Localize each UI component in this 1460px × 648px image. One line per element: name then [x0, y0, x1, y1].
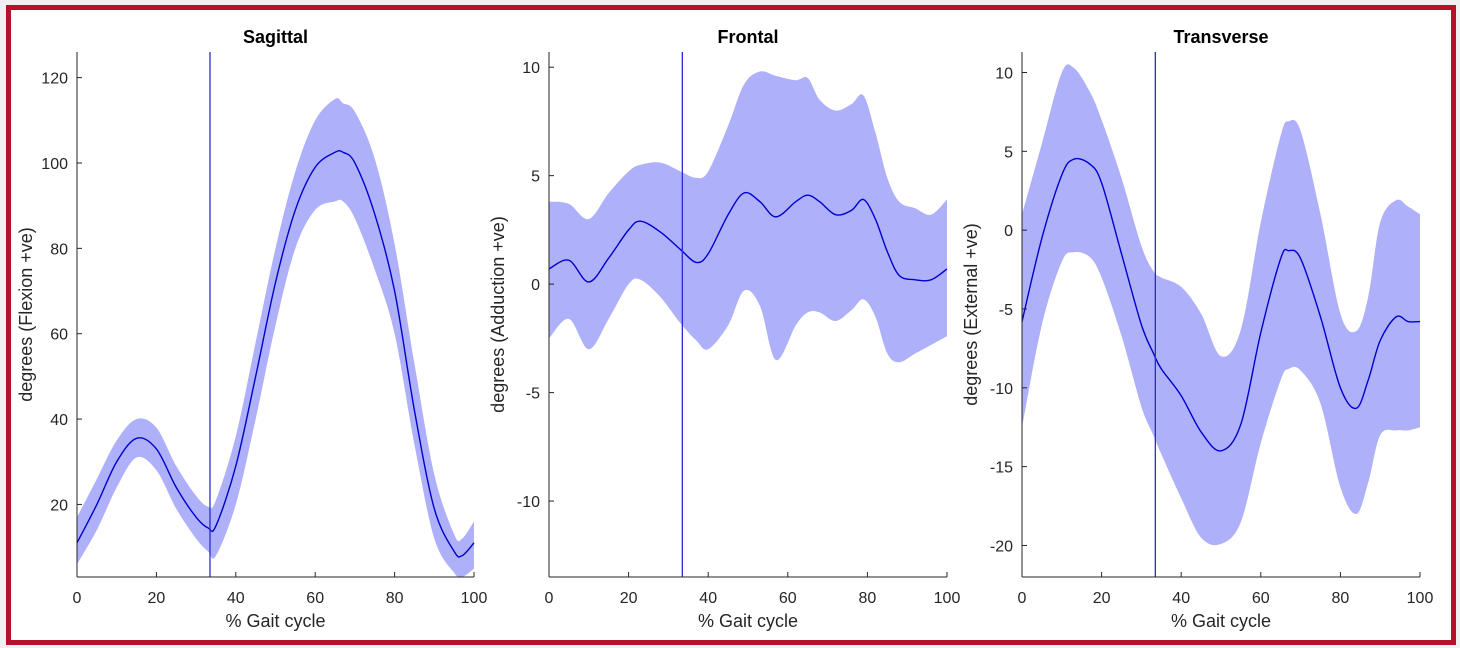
sagittal-sd-band [77, 98, 474, 578]
transverse-x-tick-label: 100 [1407, 590, 1434, 607]
transverse-y-tick-label: 10 [995, 65, 1013, 82]
sagittal-panel: 0 20 40 60 80 100 20 40 60 80 100 120 Sagittal % Gait… [16, 27, 487, 631]
transverse-x-tick-label: 80 [1332, 590, 1350, 607]
sagittal-y-axis-label: degrees (Flexion +ve) [16, 227, 36, 402]
frontal-x-tick-label: 40 [699, 590, 717, 607]
frontal-x-tick-label: 80 [859, 590, 877, 607]
sagittal-y-tick-label: 40 [50, 412, 68, 429]
transverse-sd-band [1022, 64, 1420, 546]
frontal-mean-line [548, 191, 948, 283]
frontal-panel: 0 20 40 60 80 100 -10 -5 0 5 10 Frontal % Gait cycle… [488, 27, 960, 631]
transverse-x-tick-label: 40 [1172, 590, 1190, 607]
transverse-y-axis-label: degrees (External +ve) [961, 223, 981, 406]
sagittal-x-tick-label: 0 [73, 590, 82, 607]
frontal-y-tick-label: 10 [522, 60, 540, 77]
sagittal-x-axis-label: % Gait cycle [225, 611, 325, 631]
frontal-x-axis-label: % Gait cycle [698, 611, 798, 631]
frontal-x-tick-label: 100 [934, 590, 961, 607]
sagittal-y-tick-label: 100 [41, 156, 68, 173]
frontal-x-tick-label: 60 [779, 590, 797, 607]
sagittal-y-tick-label: 80 [50, 241, 68, 258]
transverse-y-tick-label: -5 [999, 302, 1013, 319]
transverse-panel: 0 20 40 60 80 100 -20 -15 -10 -5 0 5 10 Transverse % G… [961, 27, 1433, 631]
sagittal-y-tick-label: 120 [41, 71, 68, 88]
sagittal-x-tick-label: 40 [227, 590, 245, 607]
sagittal-mean-line [76, 150, 475, 558]
transverse-x-tick-label: 60 [1252, 590, 1270, 607]
transverse-y-tick-label: -10 [990, 381, 1013, 398]
frontal-x-tick-label: 0 [545, 590, 554, 607]
sagittal-x-tick-label: 100 [461, 590, 488, 607]
frontal-y-tick-label: -10 [517, 494, 540, 511]
sagittal-x-tick-label: 60 [306, 590, 324, 607]
frontal-x-tick-label: 20 [620, 590, 638, 607]
transverse-y-tick-label: -15 [990, 460, 1013, 477]
transverse-x-tick-label: 20 [1093, 590, 1111, 607]
transverse-x-tick-label: 0 [1018, 590, 1027, 607]
frontal-y-tick-label: 0 [531, 277, 540, 294]
transverse-y-tick-label: -20 [990, 538, 1013, 555]
sagittal-y-tick-label: 60 [50, 327, 68, 344]
transverse-y-tick-label: 0 [1004, 223, 1013, 240]
sagittal-title: Sagittal [243, 27, 308, 47]
frontal-sd-band [549, 71, 947, 363]
frontal-title: Frontal [718, 27, 779, 47]
sagittal-x-tick-label: 20 [148, 590, 166, 607]
sagittal-y-tick-label: 20 [50, 497, 68, 514]
frontal-y-axis-label: degrees (Adduction +ve) [488, 216, 508, 413]
transverse-mean-line [1021, 157, 1421, 452]
transverse-title: Transverse [1173, 27, 1268, 47]
transverse-y-tick-label: 5 [1004, 144, 1013, 161]
frontal-y-tick-label: 5 [531, 169, 540, 186]
sagittal-x-tick-label: 80 [386, 590, 404, 607]
frontal-y-tick-label: -5 [526, 386, 540, 403]
transverse-x-axis-label: % Gait cycle [1171, 611, 1271, 631]
